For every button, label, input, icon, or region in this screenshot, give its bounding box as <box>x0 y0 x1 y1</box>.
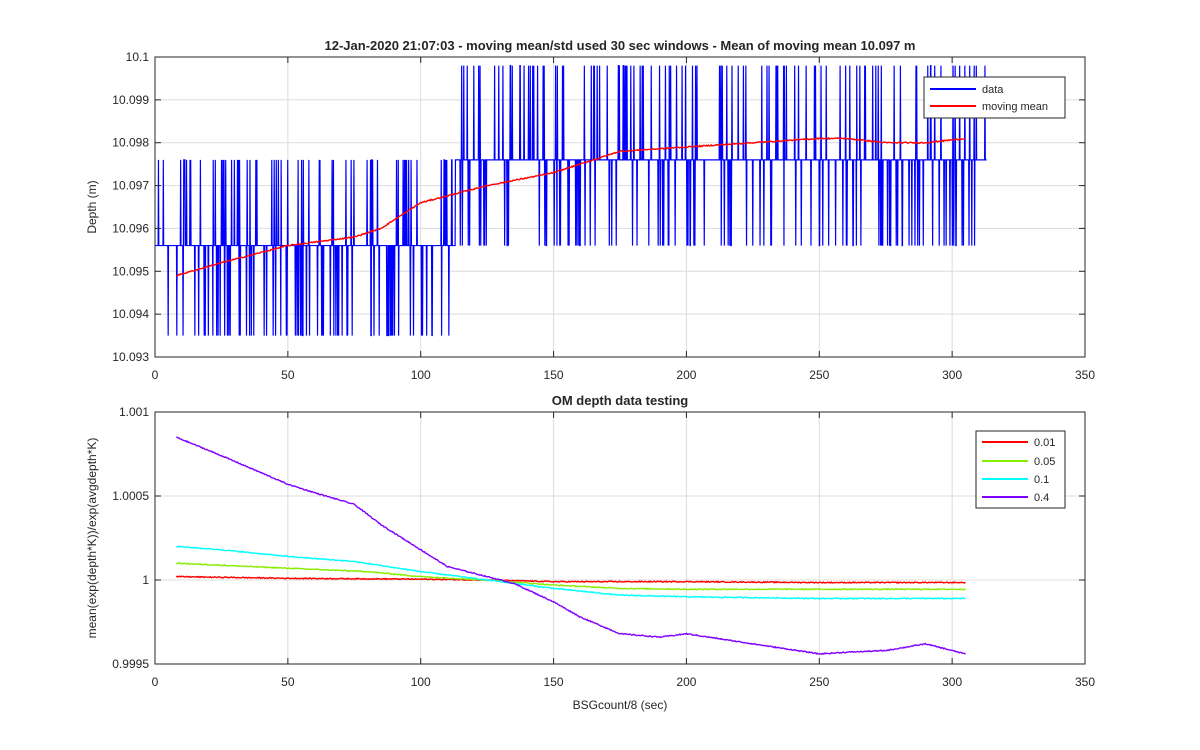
top-x-tick-label: 300 <box>942 368 962 382</box>
bottom-series-0-05-line <box>175 562 966 591</box>
top-y-tick-label: 10.096 <box>112 221 149 235</box>
bottom-x-tick-label: 300 <box>942 675 962 689</box>
bottom-x-tick-label: 350 <box>1075 675 1095 689</box>
top-series-moving-mean-line <box>175 136 966 277</box>
bottom-chart-title: OM depth data testing <box>552 393 689 408</box>
top-y-tick-label: 10.099 <box>112 93 149 107</box>
bottom-y-tick-label: 1.001 <box>119 405 149 419</box>
bottom-ticks: 0 50 100 150 200 250 300 350 0.9995 1 1.0005 1.001 <box>112 405 1095 689</box>
bottom-y-tick-label: 1 <box>142 573 149 587</box>
top-x-tick-label: 200 <box>676 368 696 382</box>
bottom-grid <box>155 412 1085 664</box>
top-legend: data moving mean <box>923 76 1066 119</box>
bottom-x-tick-label: 200 <box>676 675 696 689</box>
bottom-y-tick-label: 1.0005 <box>112 489 149 503</box>
top-x-tick-label: 50 <box>281 368 295 382</box>
bottom-series-0-01-line <box>175 575 966 584</box>
top-y-tick-label: 10.098 <box>112 136 149 150</box>
top-y-axis-label: Depth (m) <box>85 180 99 233</box>
bottom-y-tick-label: 0.9995 <box>112 657 149 671</box>
legend-label-0-1: 0.1 <box>1034 474 1049 486</box>
top-x-tick-label: 150 <box>544 368 564 382</box>
bottom-series <box>175 436 966 656</box>
bottom-axes: 0 50 100 150 200 250 300 3500.999511.00051.001 … <box>85 393 1095 712</box>
top-x-tick-label: 250 <box>809 368 829 382</box>
bottom-x-tick-label: 50 <box>281 675 295 689</box>
bottom-axes-background <box>155 412 1085 664</box>
top-legend-box <box>923 76 1066 119</box>
top-ticks: 0 50 100 150 200 250 300 350 10.093 10.094 10.095 1… <box>112 50 1095 382</box>
bottom-axes-box <box>154 411 1086 665</box>
legend-label-moving-mean: moving mean <box>982 101 1048 113</box>
top-x-tick-label: 350 <box>1075 368 1095 382</box>
bottom-y-axis-label: mean(exp(depth*K))/exp(avgdepth*K) <box>85 438 99 639</box>
top-series <box>155 64 987 337</box>
top-x-tick-label: 0 <box>152 368 159 382</box>
bottom-x-axis-label: BSGcount/8 (sec) <box>573 698 668 712</box>
top-y-tick-label: 10.093 <box>112 350 149 364</box>
legend-label-0-05: 0.05 <box>1034 456 1055 468</box>
legend-label-0-4: 0.4 <box>1034 492 1049 504</box>
top-x-tick-label: 100 <box>411 368 431 382</box>
top-y-tick-label: 10.1 <box>126 50 150 64</box>
bottom-x-tick-label: 250 <box>809 675 829 689</box>
legend-label-0-01: 0.01 <box>1034 437 1055 449</box>
bottom-series-0-4-line <box>176 436 966 656</box>
bottom-x-tick-label: 150 <box>544 675 564 689</box>
legend-label-data: data <box>982 84 1004 96</box>
top-axes: 0 50 100 150 200 250 300 350 10.093 10.094 10.095 1… <box>85 38 1095 382</box>
bottom-legend: 0.01 0.05 0.1 0.4 <box>975 430 1066 509</box>
top-y-tick-label: 10.094 <box>112 307 149 321</box>
top-axes-box <box>154 56 1086 358</box>
bottom-legend-box <box>975 430 1066 509</box>
bottom-x-tick-label: 100 <box>411 675 431 689</box>
bottom-series-0-1-line <box>176 545 966 600</box>
bottom-x-tick-label: 0 <box>152 675 159 689</box>
top-y-tick-label: 10.097 <box>112 179 149 193</box>
top-chart-title: 12-Jan-2020 21:07:03 - moving mean/std u… <box>325 38 916 53</box>
top-y-tick-label: 10.095 <box>112 264 149 278</box>
